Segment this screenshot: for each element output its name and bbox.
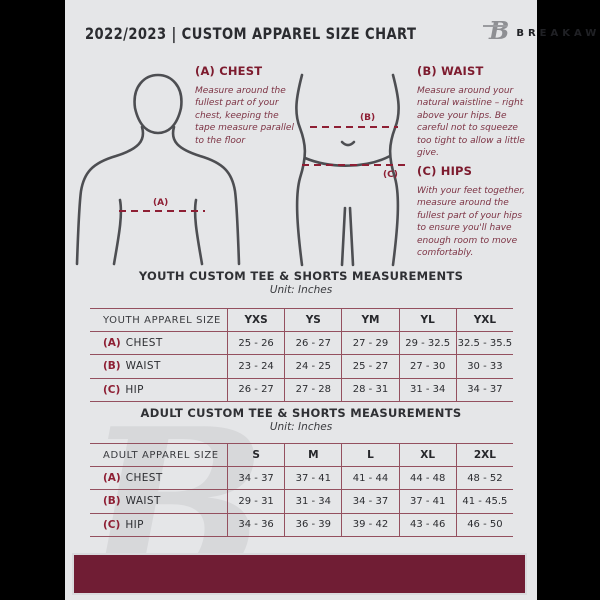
- table-cell: 30 - 33: [455, 355, 513, 378]
- table-cell: 27 - 29: [341, 332, 398, 355]
- footer-bar: [72, 553, 527, 595]
- chest-measure-line: [119, 210, 205, 212]
- table-row: (C) HIP 34 - 36 36 - 39 39 - 42 43 - 46 4…: [90, 512, 513, 537]
- row-key: (C): [103, 518, 121, 531]
- table-row: (A) CHEST 25 - 26 26 - 27 27 - 29 29 - 32…: [90, 331, 513, 355]
- brand-logo: B BREAKAWAY: [482, 16, 600, 45]
- column-header: YXL: [455, 309, 513, 332]
- table-cell: 25 - 27: [341, 355, 398, 378]
- row-header: (C) HIP: [90, 379, 227, 401]
- table-cell: 41 - 45.5: [455, 490, 513, 513]
- chest-instructions: (A) CHEST Measure around the fullest par…: [195, 64, 299, 147]
- table-cell: 34 - 36: [227, 513, 284, 536]
- chest-heading: (A) CHEST: [195, 64, 263, 78]
- column-header: YL: [398, 309, 456, 332]
- row-label: WAIST: [125, 495, 161, 508]
- waist-instructions: (B) WAIST Measure around your natural wa…: [417, 64, 529, 159]
- table-cell: 27 - 30: [398, 355, 456, 378]
- column-header: YXS: [227, 309, 284, 332]
- column-header: 2XL: [455, 444, 513, 467]
- youth-table-header-row: YOUTH APPAREL SIZE YXS YS YM YL YXL: [90, 308, 513, 332]
- hips-instructions: (C) HIPS With your feet together, measur…: [417, 164, 529, 259]
- column-header: YM: [341, 309, 398, 332]
- row-key: (B): [103, 360, 121, 373]
- row-label: CHEST: [125, 472, 163, 485]
- chest-marker: (A): [153, 198, 169, 208]
- table-cell: 32.5 - 35.5: [455, 332, 513, 355]
- table-cell: 29 - 31: [227, 490, 284, 513]
- youth-unit-label: Unit: Inches: [269, 284, 333, 296]
- table-cell: 34 - 37: [455, 378, 513, 401]
- table-cell: 34 - 37: [341, 490, 398, 513]
- table-cell: 44 - 48: [398, 467, 456, 490]
- table-cell: 26 - 27: [227, 378, 284, 401]
- table-row: (C) HIP 26 - 27 27 - 28 28 - 31 31 - 34 3…: [90, 377, 513, 402]
- row-label: HIP: [125, 518, 144, 531]
- document-page: B 2022/2023 | CUSTOM APPAREL SIZE CHART …: [65, 0, 600, 600]
- row-header: (B) WAIST: [90, 490, 227, 512]
- torso-figure: [75, 73, 241, 266]
- table-cell: 25 - 26: [227, 332, 284, 355]
- row-key: (C): [103, 383, 121, 396]
- row-key: (A): [103, 337, 121, 350]
- waist-heading: (B) WAIST: [417, 64, 484, 78]
- row-key: (B): [103, 495, 121, 508]
- table-cell: 26 - 27: [284, 332, 341, 355]
- hips-text: With your feet together, measure around …: [417, 186, 526, 259]
- column-header: S: [227, 444, 284, 467]
- column-header: YS: [284, 309, 341, 332]
- youth-size-table: YOUTH APPAREL SIZE YXS YS YM YL YXL (A) C…: [90, 308, 513, 402]
- row-label: HIP: [125, 383, 144, 396]
- waist-text: Measure around your natural waistline – …: [417, 86, 525, 159]
- table-cell: 48 - 52: [455, 467, 513, 490]
- row-header: (A) CHEST: [90, 332, 227, 354]
- adult-size-table: ADULT APPAREL SIZE S M L XL 2XL (A) CHEST…: [90, 443, 513, 537]
- table-cell: 37 - 41: [398, 490, 456, 513]
- table-cell: 46 - 50: [455, 513, 513, 536]
- hips-heading: (C) HIPS: [417, 164, 473, 178]
- row-label: CHEST: [125, 337, 163, 350]
- table-row: (B) WAIST 29 - 31 31 - 34 34 - 37 37 - 41…: [90, 489, 513, 513]
- youth-section-title: YOUTH CUSTOM TEE & SHORTS MEASUREMENTS: [138, 269, 464, 283]
- table-row: (B) WAIST 23 - 24 24 - 25 25 - 27 27 - 30…: [90, 354, 513, 378]
- lower-body-figure: [295, 73, 400, 267]
- brand-name: BREAKAWAY: [516, 27, 600, 39]
- table-cell: 36 - 39: [284, 513, 341, 536]
- adult-unit-label: Unit: Inches: [269, 421, 333, 433]
- table-cell: 39 - 42: [341, 513, 398, 536]
- row-header: (B) WAIST: [90, 355, 227, 377]
- column-header: ADULT APPAREL SIZE: [103, 449, 219, 461]
- column-header: L: [341, 444, 398, 467]
- table-row: (A) CHEST 34 - 37 37 - 41 41 - 44 44 - 48…: [90, 466, 513, 490]
- column-header: XL: [398, 444, 456, 467]
- table-cell: 29 - 32.5: [398, 332, 456, 355]
- column-header: YOUTH APPAREL SIZE: [103, 314, 221, 326]
- breakaway-b-icon: B: [482, 16, 510, 45]
- waist-measure-line: [310, 126, 398, 128]
- table-cell: 34 - 37: [227, 467, 284, 490]
- hips-measure-line: [302, 164, 407, 166]
- row-key: (A): [103, 472, 121, 485]
- row-header: (A) CHEST: [90, 467, 227, 489]
- row-label: WAIST: [125, 360, 161, 373]
- hips-marker: (C): [383, 170, 398, 180]
- table-cell: 41 - 44: [341, 467, 398, 490]
- table-cell: 23 - 24: [227, 355, 284, 378]
- table-cell: 31 - 34: [284, 490, 341, 513]
- header: 2022/2023 | CUSTOM APPAREL SIZE CHART B …: [85, 18, 600, 48]
- table-cell: 31 - 34: [398, 378, 456, 401]
- column-header: M: [284, 444, 341, 467]
- table-cell: 27 - 28: [284, 378, 341, 401]
- table-cell: 37 - 41: [284, 467, 341, 490]
- row-header: (C) HIP: [90, 514, 227, 536]
- table-cell: 24 - 25: [284, 355, 341, 378]
- table-cell: 28 - 31: [341, 378, 398, 401]
- page-title: 2022/2023 | CUSTOM APPAREL SIZE CHART: [85, 23, 417, 43]
- adult-section-title: ADULT CUSTOM TEE & SHORTS MEASUREMENTS: [140, 406, 462, 420]
- waist-marker: (B): [360, 113, 376, 123]
- chest-text: Measure around the fullest part of your …: [195, 86, 294, 146]
- adult-table-header-row: ADULT APPAREL SIZE S M L XL 2XL: [90, 443, 513, 467]
- table-cell: 43 - 46: [398, 513, 456, 536]
